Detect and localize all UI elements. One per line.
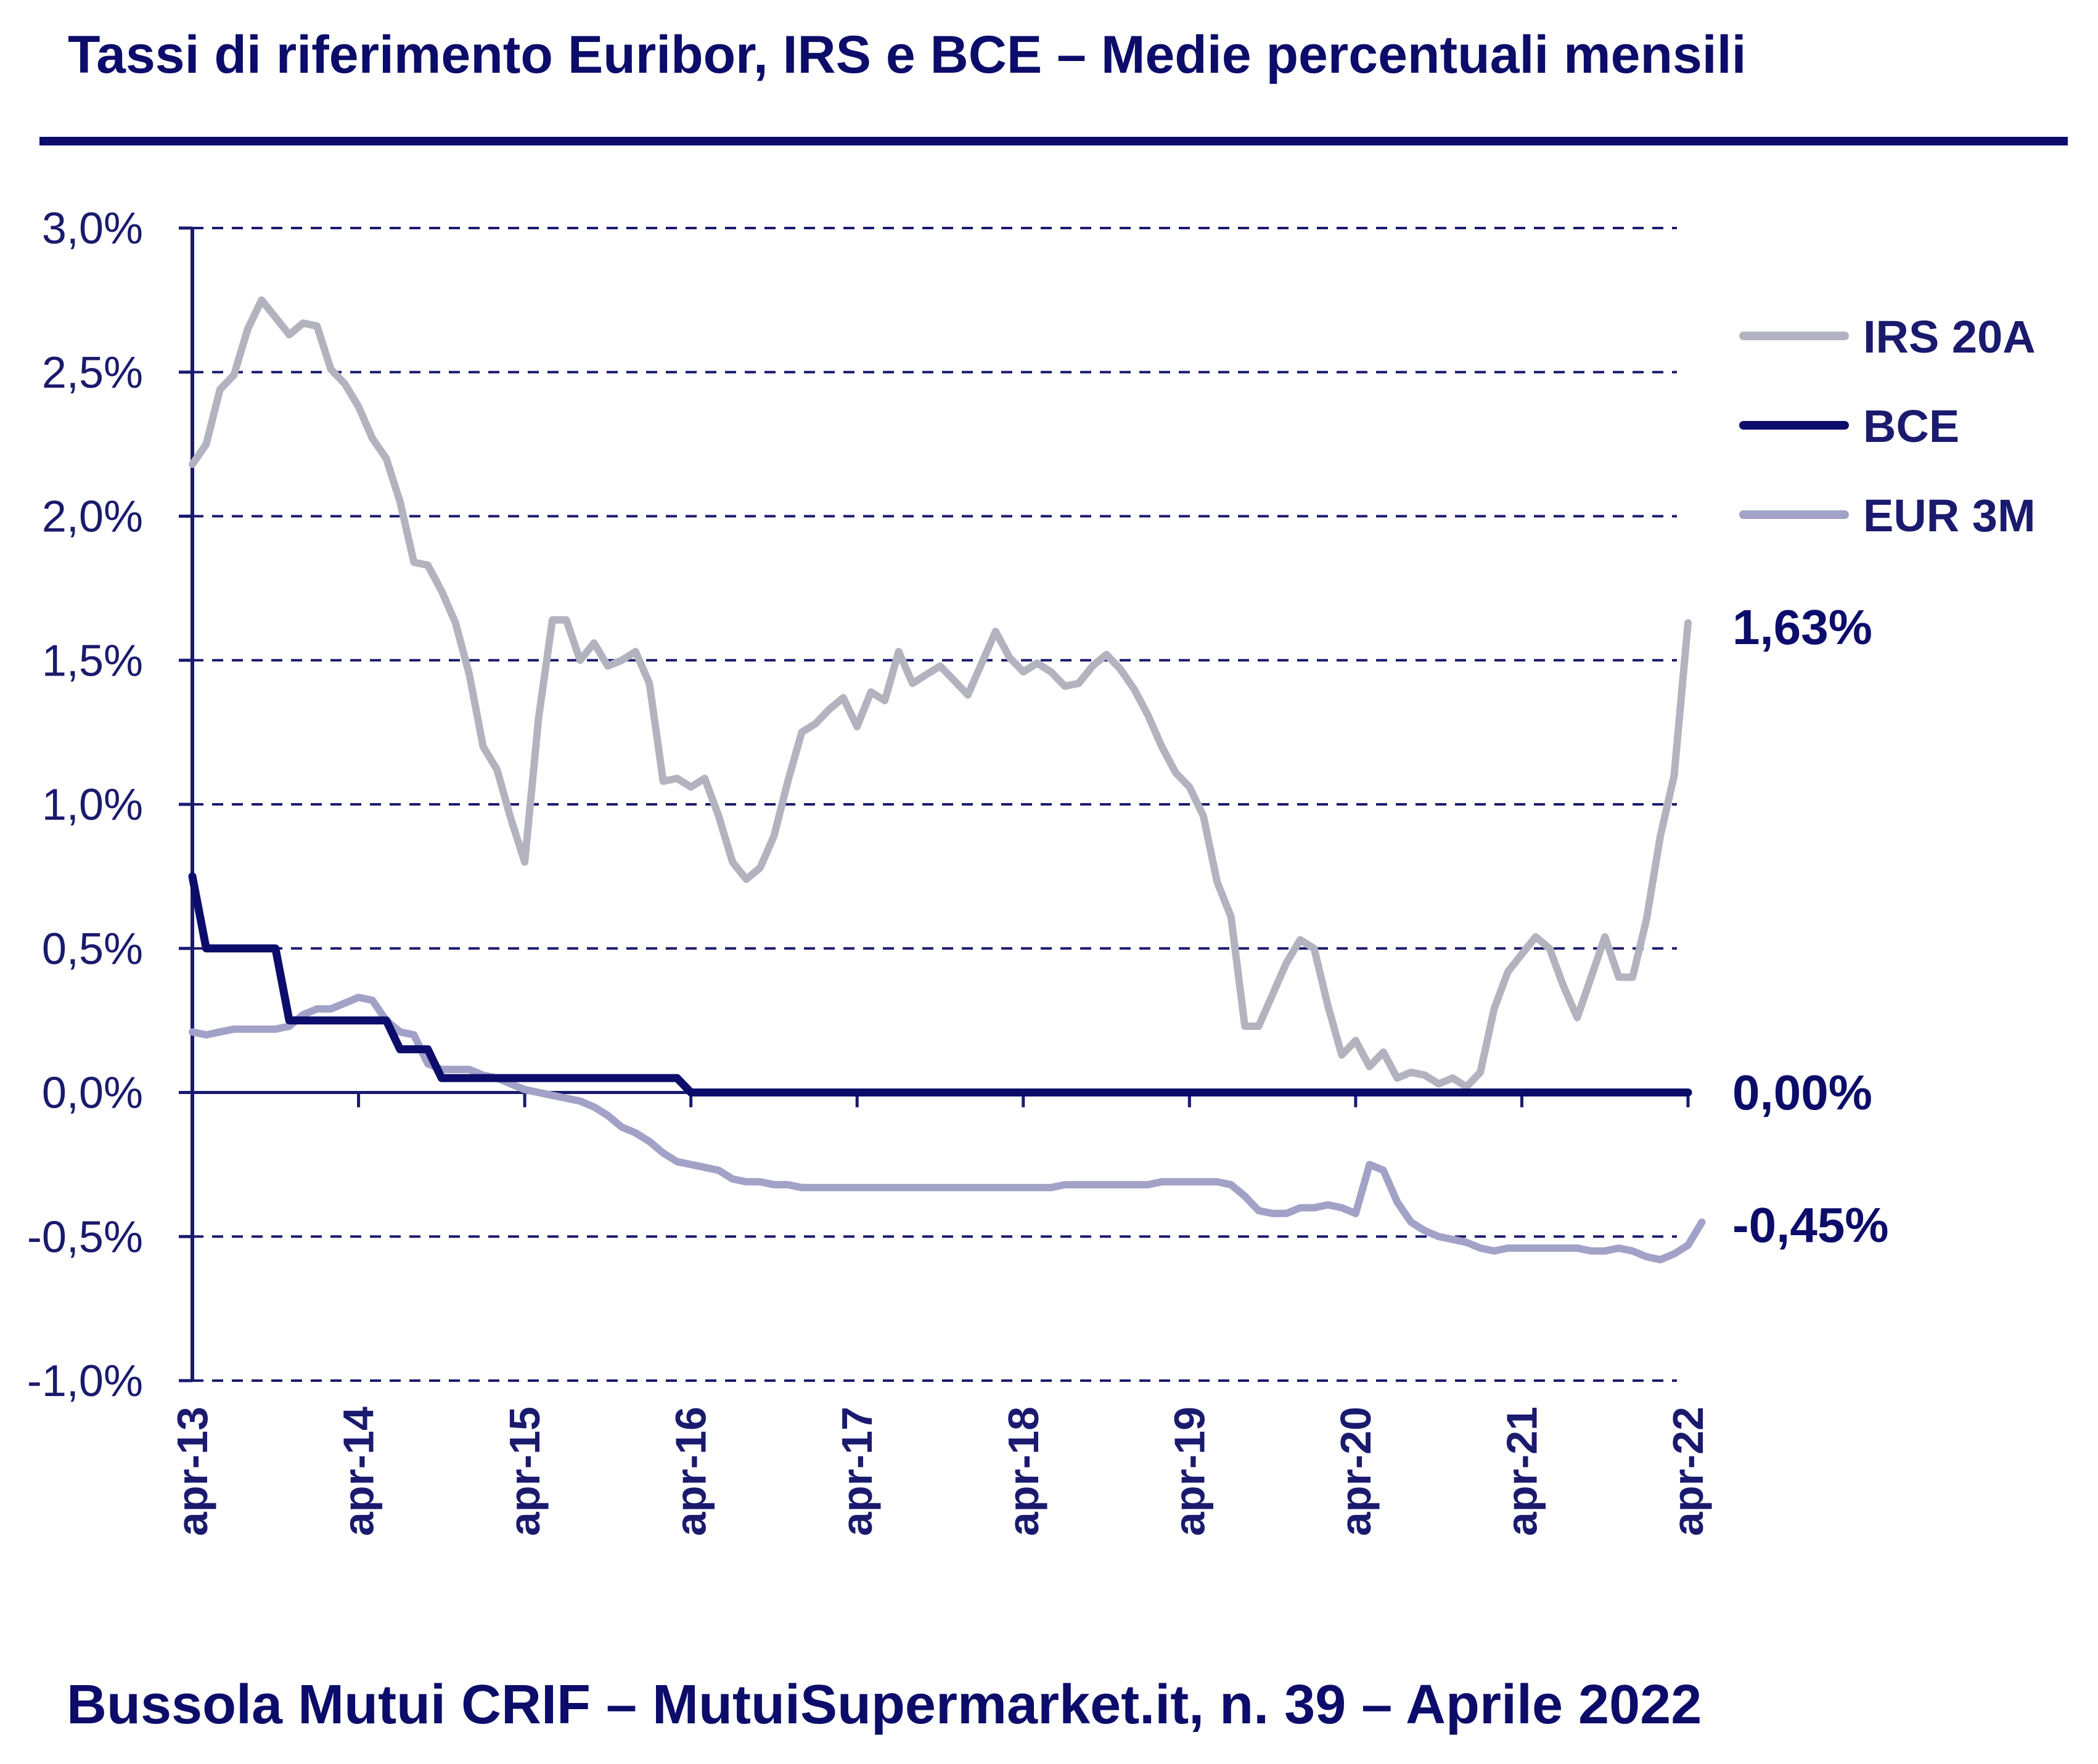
x-tick-label: apr-21 — [1498, 1407, 1546, 1536]
end-labels: 1,63% 0,00% -0,45% — [1732, 600, 1888, 1252]
footer-source: Bussola Mutui CRIF – MutuiSupermarket.it… — [67, 1674, 1702, 1736]
end-value-label: -0,45% — [1732, 1198, 1888, 1252]
x-tick-labels: apr-13 apr-14 apr-15 apr-16 apr-17 apr-18 apr-… — [168, 1407, 1712, 1536]
y-tick-label: 1,0% — [42, 780, 143, 830]
x-tick-label: apr-16 — [667, 1407, 715, 1536]
series-line-irs-20a — [189, 296, 1692, 1091]
x-tick-label: apr-17 — [833, 1407, 881, 1536]
y-tick-label: 2,0% — [42, 492, 143, 542]
x-tick-label: apr-15 — [501, 1407, 549, 1536]
end-value-label: 0,00% — [1732, 1065, 1872, 1120]
legend-label: BCE — [1863, 401, 1959, 452]
legend-label: IRS 20A — [1863, 311, 2036, 362]
y-tick-label: -1,0% — [27, 1357, 143, 1406]
x-tick-label: apr-13 — [168, 1407, 216, 1536]
y-tick-labels: 3,0% 2,5% 2,0% 1,5% 1,0% 0,5% 0,0% -0,5% -1,0% — [27, 204, 143, 1406]
x-tick-label: apr-19 — [1165, 1407, 1213, 1536]
x-tick-label: apr-20 — [1332, 1407, 1380, 1536]
title-rule — [39, 137, 2068, 145]
y-tick-label: 3,0% — [42, 204, 143, 253]
chart-title: Tassi di riferimento Euribor, IRS e BCE … — [68, 25, 1747, 84]
x-tick-label: apr-18 — [999, 1407, 1047, 1536]
series-line-eur-3m — [189, 994, 1706, 1264]
y-tick-label: 0,0% — [42, 1069, 143, 1118]
y-tick-label: 2,5% — [42, 348, 143, 398]
legend-label: EUR 3M — [1863, 490, 2036, 541]
x-tick-label: apr-14 — [335, 1407, 383, 1536]
y-tick-label: -0,5% — [27, 1212, 143, 1262]
y-tick-label: 1,5% — [42, 636, 143, 685]
gridlines — [192, 227, 1677, 1382]
y-tick-label: 0,5% — [42, 925, 143, 974]
end-value-label: 1,63% — [1732, 600, 1872, 655]
legend: IRS 20A BCE EUR 3M — [1739, 311, 2036, 541]
series-line-bce — [188, 872, 1692, 1096]
series-lines — [188, 296, 1706, 1264]
x-tick-label: apr-22 — [1664, 1407, 1712, 1536]
